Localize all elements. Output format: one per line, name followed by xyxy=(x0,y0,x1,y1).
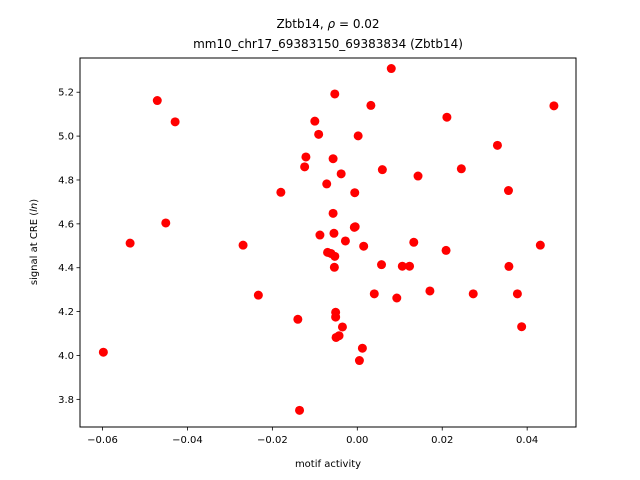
data-point xyxy=(357,343,367,353)
data-point xyxy=(329,228,339,238)
x-tick-label: 0.04 xyxy=(516,435,538,446)
title-suffix: = 0.02 xyxy=(335,17,379,31)
data-point xyxy=(98,347,108,357)
data-point xyxy=(322,179,332,189)
data-point xyxy=(517,322,527,332)
data-point xyxy=(310,116,320,126)
chart-title-line1: Zbtb14, ρ = 0.02 xyxy=(276,17,379,31)
data-point xyxy=(295,405,305,415)
y-tick-label: 5.0 xyxy=(58,132,74,143)
data-point xyxy=(353,131,363,141)
y-tick-label: 4.8 xyxy=(58,175,74,186)
data-point xyxy=(549,101,559,111)
data-point xyxy=(315,230,325,240)
x-axis-label: motif activity xyxy=(295,459,361,470)
y-tick-label: 3.8 xyxy=(58,395,74,406)
data-point xyxy=(331,307,341,317)
data-point xyxy=(377,260,387,270)
x-tick-label: −0.02 xyxy=(257,435,288,446)
data-point xyxy=(340,236,350,246)
title-symbol: ρ xyxy=(328,17,336,31)
data-point xyxy=(337,322,347,332)
data-point xyxy=(386,64,396,74)
data-point xyxy=(336,169,346,179)
data-point xyxy=(293,314,303,324)
data-point xyxy=(161,218,171,228)
y-axis-label: signal at CRE (ln) xyxy=(29,199,40,285)
data-point xyxy=(328,208,338,218)
y-tick-label: 5.2 xyxy=(58,88,74,99)
data-point xyxy=(405,261,415,271)
data-point xyxy=(330,251,340,261)
y-tick-label: 4.6 xyxy=(58,219,74,230)
axes-frame xyxy=(79,57,577,428)
data-point xyxy=(354,356,364,366)
data-point xyxy=(334,331,344,341)
data-point xyxy=(512,289,522,299)
y-label-unit: ln xyxy=(29,203,40,212)
data-point xyxy=(535,240,545,250)
data-point xyxy=(504,261,514,271)
data-point xyxy=(328,154,338,164)
data-points xyxy=(98,64,559,415)
data-point xyxy=(377,165,387,175)
data-point xyxy=(350,222,360,232)
data-point xyxy=(456,164,466,174)
data-point xyxy=(442,112,452,122)
x-tick-label: −0.06 xyxy=(87,435,118,446)
y-tick-label: 4.4 xyxy=(58,263,74,274)
data-point xyxy=(366,100,376,110)
y-tick-label: 4.2 xyxy=(58,307,74,318)
data-point xyxy=(425,286,435,296)
data-point xyxy=(492,140,502,150)
data-point xyxy=(170,117,180,127)
data-point xyxy=(468,289,478,299)
data-point xyxy=(441,245,451,255)
data-point xyxy=(329,262,339,272)
y-label-suffix: ) xyxy=(29,199,40,203)
data-point xyxy=(369,289,379,299)
data-point xyxy=(409,237,419,247)
y-axis: 3.8 4.0 4.2 4.4 4.6 4.8 5.0 5.2 xyxy=(58,88,80,406)
data-point xyxy=(392,293,402,303)
data-point xyxy=(397,261,407,271)
x-axis: −0.06 −0.04 −0.02 0.00 0.02 0.04 xyxy=(87,427,538,446)
data-point xyxy=(276,187,286,197)
y-tick-label: 4.0 xyxy=(58,351,74,362)
data-point xyxy=(503,186,513,196)
data-point xyxy=(359,241,369,251)
data-point xyxy=(314,129,324,139)
data-point xyxy=(350,188,360,198)
data-point xyxy=(125,238,135,248)
x-tick-label: 0.00 xyxy=(346,435,368,446)
data-point xyxy=(238,240,248,250)
chart-title-line2: mm10_chr17_69383150_69383834 (Zbtb14) xyxy=(193,37,463,51)
data-point xyxy=(301,152,311,162)
data-point xyxy=(300,162,310,172)
y-label-prefix: signal at CRE ( xyxy=(29,212,40,285)
data-point xyxy=(152,96,162,106)
plot-area: −0.06 −0.04 −0.02 0.00 0.02 0.04 3.8 4.0 4.2 4.4… xyxy=(58,57,577,446)
x-tick-label: −0.04 xyxy=(172,435,203,446)
title-prefix: Zbtb14, xyxy=(276,17,327,31)
x-tick-label: 0.02 xyxy=(431,435,453,446)
data-point xyxy=(413,171,423,181)
data-point xyxy=(253,290,263,300)
data-point xyxy=(330,89,340,99)
